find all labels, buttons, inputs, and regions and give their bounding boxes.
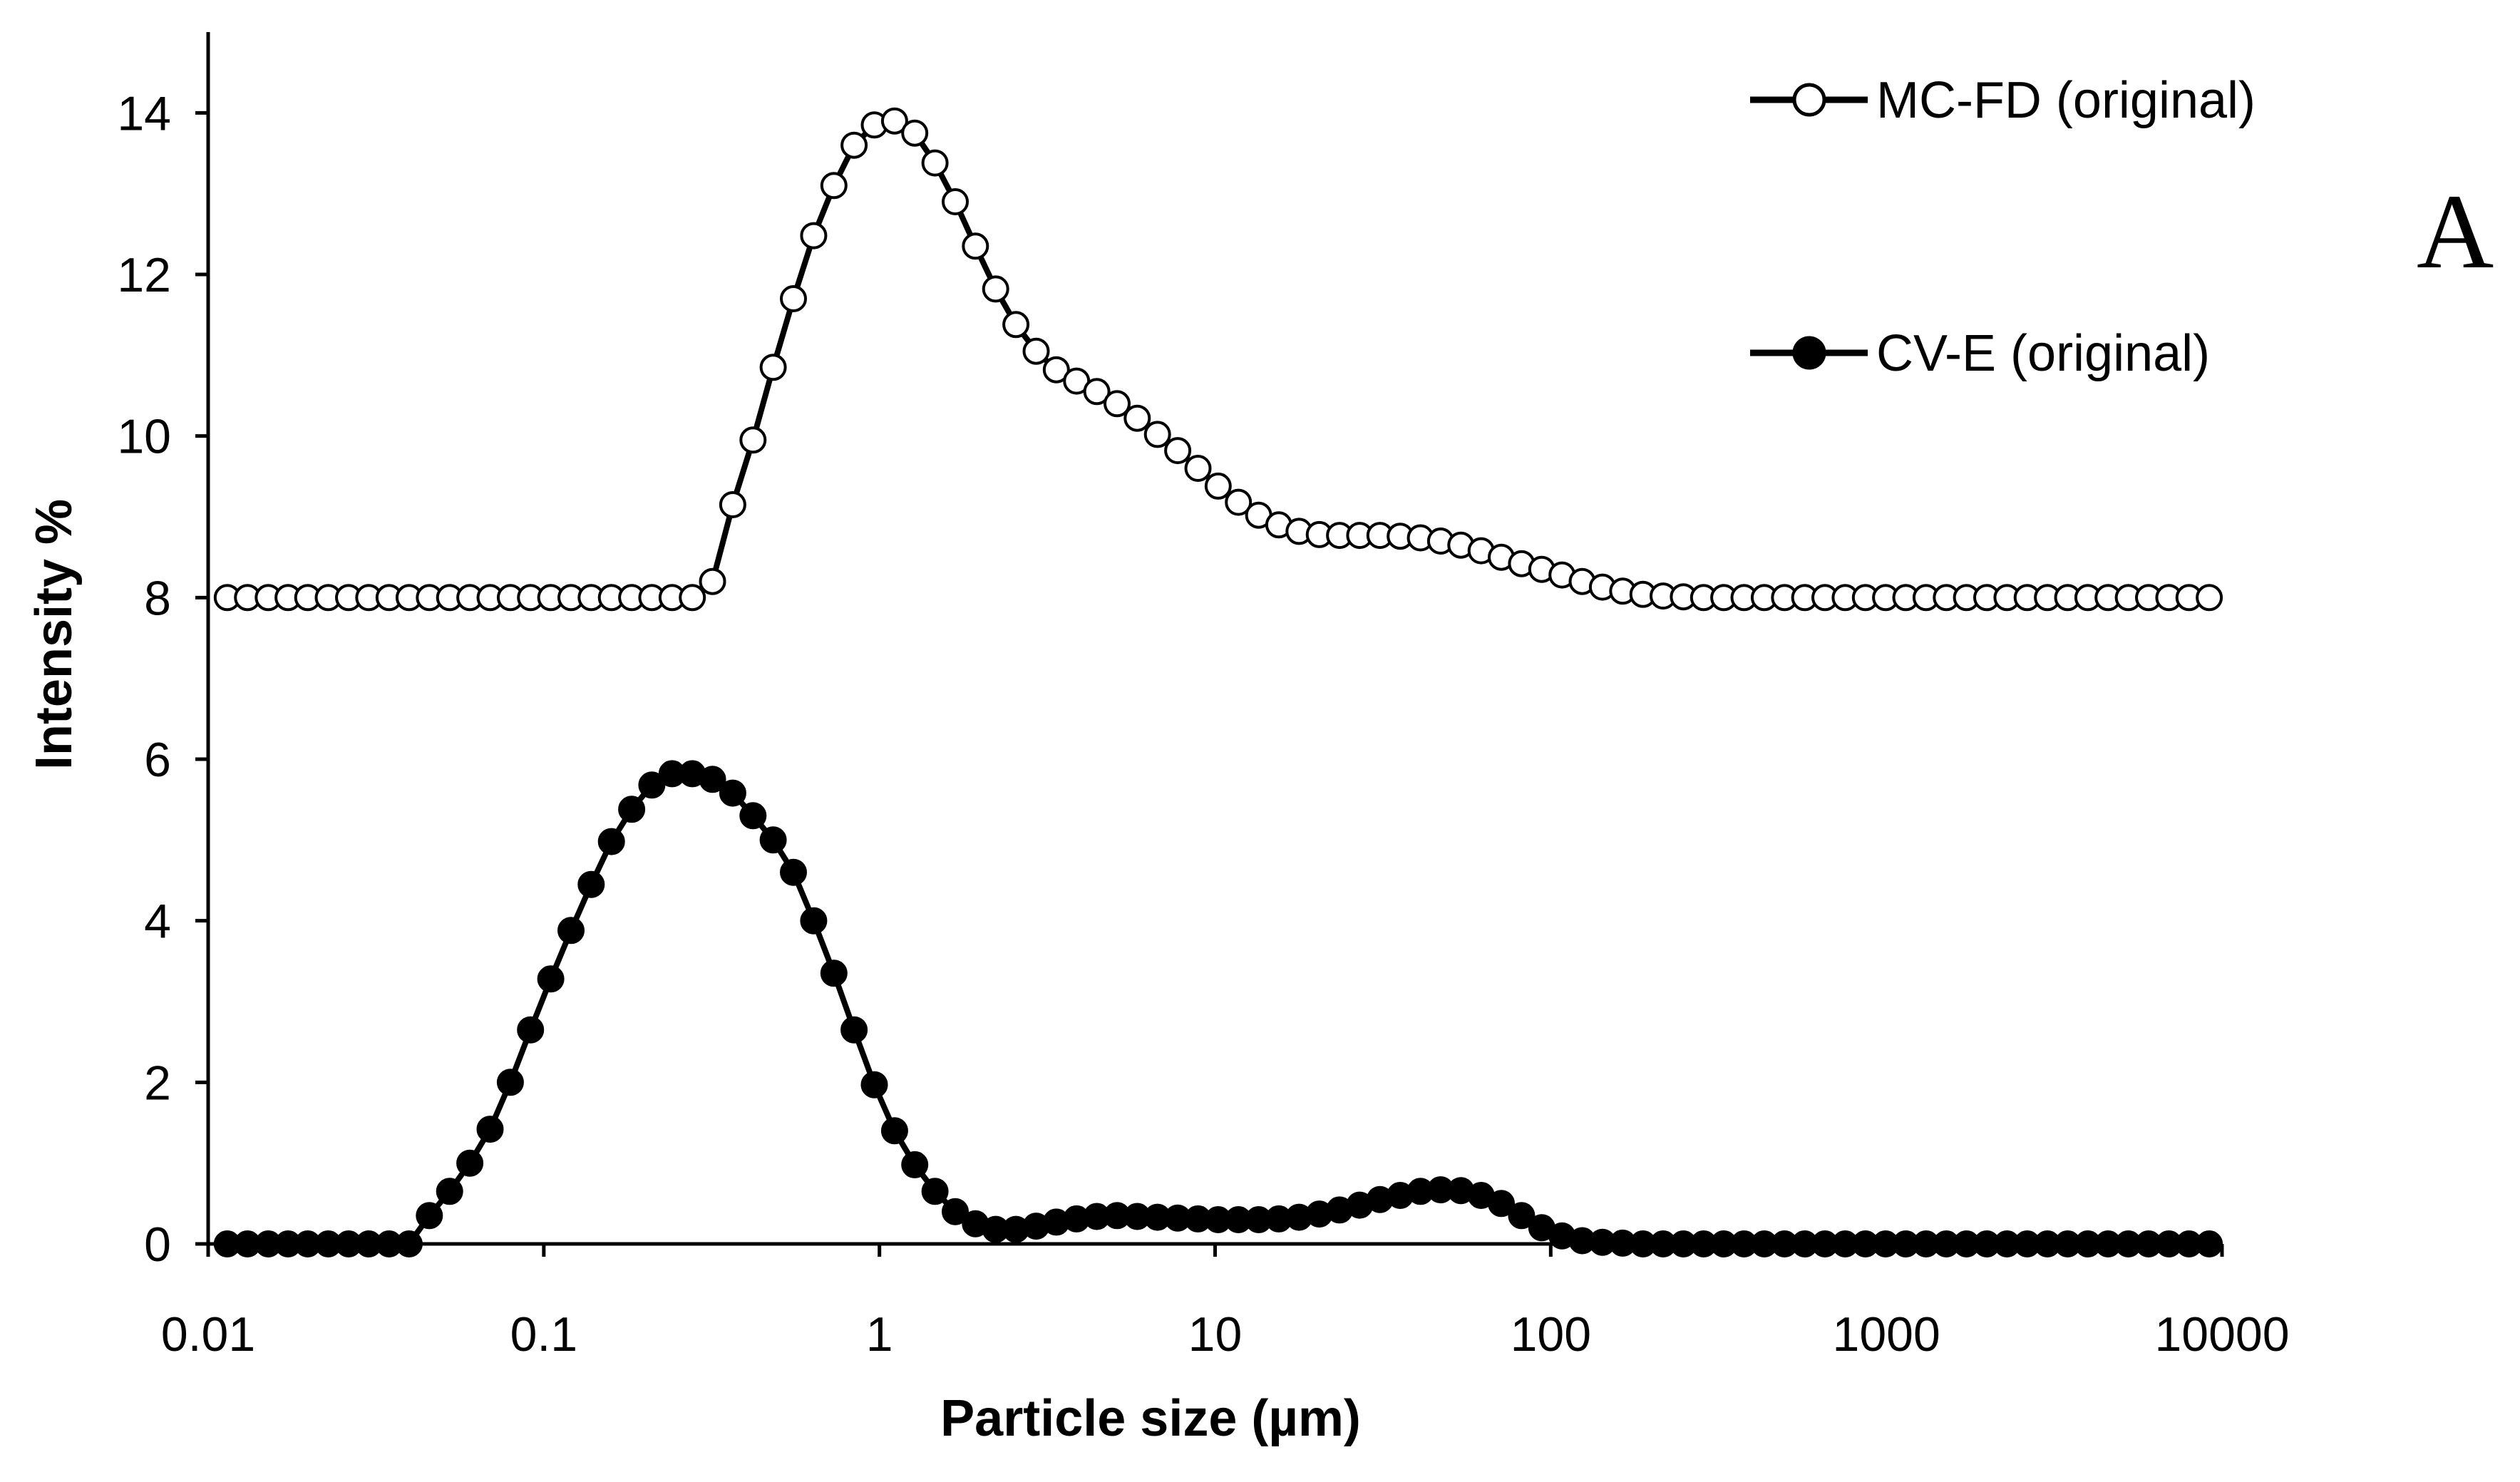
data-point bbox=[1104, 390, 1131, 418]
data-point bbox=[820, 959, 848, 987]
legend-label: MC-FD (original) bbox=[1876, 72, 2256, 129]
series-mc-fd bbox=[213, 107, 2223, 612]
data-point bbox=[699, 567, 726, 595]
data-point bbox=[416, 1202, 443, 1230]
data-point bbox=[921, 1178, 949, 1205]
data-point bbox=[618, 796, 646, 823]
y-tick-label: 14 bbox=[117, 86, 171, 140]
series-cv-e bbox=[213, 760, 2223, 1257]
x-axis-title: Particle size (µm) bbox=[940, 1390, 1361, 1447]
legend-label: CV-E (original) bbox=[1876, 325, 2210, 382]
data-point bbox=[901, 1151, 929, 1178]
x-tick-label: 0.01 bbox=[161, 1307, 255, 1362]
data-point bbox=[860, 1071, 888, 1098]
data-point bbox=[820, 172, 848, 200]
y-tick-label: 2 bbox=[144, 1056, 171, 1110]
data-point bbox=[1042, 356, 1070, 384]
data-point bbox=[962, 232, 989, 260]
data-point bbox=[2196, 1230, 2223, 1257]
data-point bbox=[679, 584, 706, 612]
plot-area bbox=[213, 107, 2223, 1257]
data-point bbox=[759, 354, 787, 381]
data-point bbox=[597, 828, 625, 855]
series-line bbox=[227, 771, 2210, 1247]
data-point bbox=[719, 491, 746, 518]
x-tick-label: 1 bbox=[866, 1307, 893, 1362]
data-point bbox=[1123, 404, 1151, 432]
legend-entry: MC-FD (original) bbox=[1750, 72, 2256, 129]
data-point bbox=[1002, 311, 1030, 339]
data-point bbox=[557, 917, 585, 945]
data-point bbox=[1225, 488, 1253, 516]
x-tick-label: 10 bbox=[1188, 1307, 1243, 1362]
data-point bbox=[1508, 1202, 1536, 1230]
legend-marker bbox=[1792, 336, 1826, 370]
data-point bbox=[1143, 421, 1171, 448]
data-point bbox=[476, 1116, 504, 1143]
data-point bbox=[1083, 378, 1111, 406]
data-point bbox=[759, 826, 787, 854]
data-point bbox=[840, 131, 868, 159]
x-tick-label: 1000 bbox=[1833, 1307, 1940, 1362]
data-point bbox=[1164, 437, 1192, 465]
data-point bbox=[780, 285, 807, 312]
data-point bbox=[840, 1016, 868, 1044]
data-point bbox=[942, 1198, 969, 1225]
data-point bbox=[719, 779, 746, 807]
data-point bbox=[921, 149, 949, 177]
data-point bbox=[496, 1069, 524, 1096]
x-tick-label: 10000 bbox=[2154, 1307, 2289, 1362]
y-tick-label: 6 bbox=[144, 733, 171, 787]
data-point bbox=[942, 188, 969, 215]
x-tick-label: 100 bbox=[1511, 1307, 1591, 1362]
data-point bbox=[982, 275, 1009, 303]
y-tick-label: 10 bbox=[117, 410, 171, 464]
data-point bbox=[901, 119, 929, 147]
data-point bbox=[436, 1178, 463, 1205]
data-point bbox=[800, 222, 828, 249]
legend-marker bbox=[1792, 83, 1826, 117]
legend: MC-FD (original) CV-E (original) bbox=[1750, 72, 2256, 382]
data-point bbox=[1022, 337, 1050, 365]
data-point bbox=[1184, 455, 1212, 482]
y-tick-label: 8 bbox=[144, 571, 171, 625]
data-point bbox=[395, 1230, 423, 1257]
data-point bbox=[739, 802, 767, 830]
legend-entry: CV-E (original) bbox=[1750, 325, 2210, 382]
data-point bbox=[780, 858, 807, 886]
data-point bbox=[699, 766, 726, 793]
data-point bbox=[880, 107, 908, 135]
data-point bbox=[880, 1117, 908, 1145]
axes: 0 2 4 6 8 10 12 14 0.01 0.1 1 10 100 1000 10000 bbox=[117, 32, 2290, 1362]
data-point bbox=[739, 426, 767, 454]
data-point bbox=[1488, 1190, 1515, 1218]
data-point bbox=[577, 870, 605, 898]
y-tick-label: 0 bbox=[144, 1218, 171, 1272]
data-point bbox=[2196, 584, 2223, 612]
data-point bbox=[517, 1016, 545, 1044]
y-tick-label: 4 bbox=[144, 895, 171, 949]
panel-label: A bbox=[2417, 173, 2494, 291]
data-point bbox=[456, 1149, 484, 1177]
x-tick-label: 0.1 bbox=[510, 1307, 578, 1362]
y-tick-label: 12 bbox=[117, 248, 171, 302]
data-point bbox=[1204, 472, 1232, 500]
data-point bbox=[800, 907, 828, 935]
data-point bbox=[638, 771, 666, 799]
y-axis-title: Intensity % bbox=[26, 499, 83, 770]
data-point bbox=[537, 965, 565, 993]
